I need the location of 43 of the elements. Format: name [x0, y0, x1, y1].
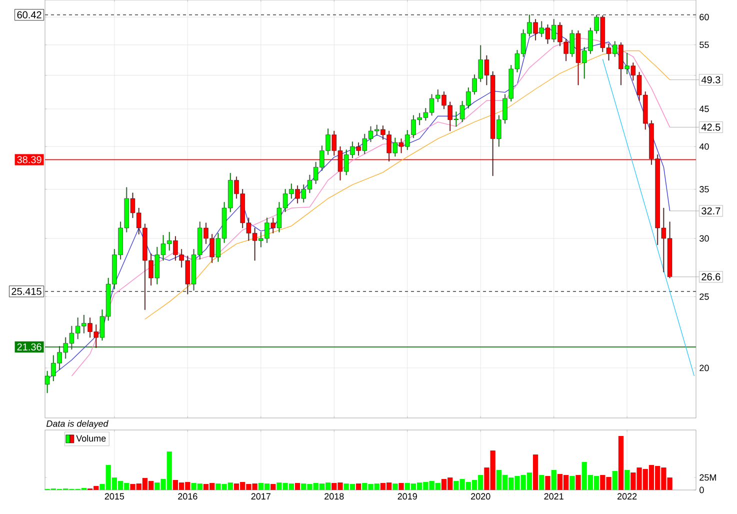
y-tick-label: 25 [700, 293, 709, 300]
y-tick-label: 0 [700, 486, 704, 494]
bar [532, 454, 538, 490]
ref-line-label: 21.36 [17, 343, 42, 350]
ref-line-label: 25.415 [12, 288, 42, 295]
x-tick-label: 2018 [324, 493, 344, 500]
x-tick-label: 2015 [104, 493, 124, 500]
y-tick-label: 40 [699, 143, 709, 150]
y-tick-label: 60 [700, 14, 709, 20]
annotation: 49.3 [701, 76, 720, 84]
bar [356, 483, 362, 490]
bar [398, 482, 404, 490]
bar [576, 474, 581, 490]
bar [612, 470, 618, 490]
bar [539, 474, 544, 490]
bar [624, 470, 630, 490]
y-tick-label: 35 [700, 186, 709, 192]
annotation: 42.5 [701, 124, 720, 131]
ref-line-label: 60.42 [17, 11, 42, 18]
x-tick-label: 2017 [251, 493, 270, 500]
y-tick-label: 30 [700, 235, 709, 242]
y-tick-label: 45 [699, 106, 709, 112]
bar [294, 482, 300, 490]
line-series [144, 50, 670, 320]
bar [545, 476, 550, 490]
annotation: 32.7 [702, 207, 720, 214]
bar [618, 436, 624, 490]
y-tick-label: 55 [700, 42, 709, 48]
y-tick-label: 20 [700, 364, 709, 372]
bar [270, 484, 276, 490]
legend-label: Volume [76, 434, 106, 442]
x-tick-label: 2021 [544, 493, 564, 500]
x-tick-label: 2020 [471, 493, 490, 500]
bar [570, 476, 575, 490]
x-tick-label: 2019 [398, 493, 417, 500]
x-tick-label: 2022 [618, 493, 637, 500]
x-tick-label: 2016 [178, 493, 198, 500]
y-tick-label: 25M [700, 474, 716, 481]
bar [551, 470, 556, 490]
ref-line-label: 38.39 [17, 156, 42, 164]
bar [392, 483, 398, 490]
annotation: 26.6 [702, 273, 720, 280]
text: Data is delayed [46, 420, 108, 429]
